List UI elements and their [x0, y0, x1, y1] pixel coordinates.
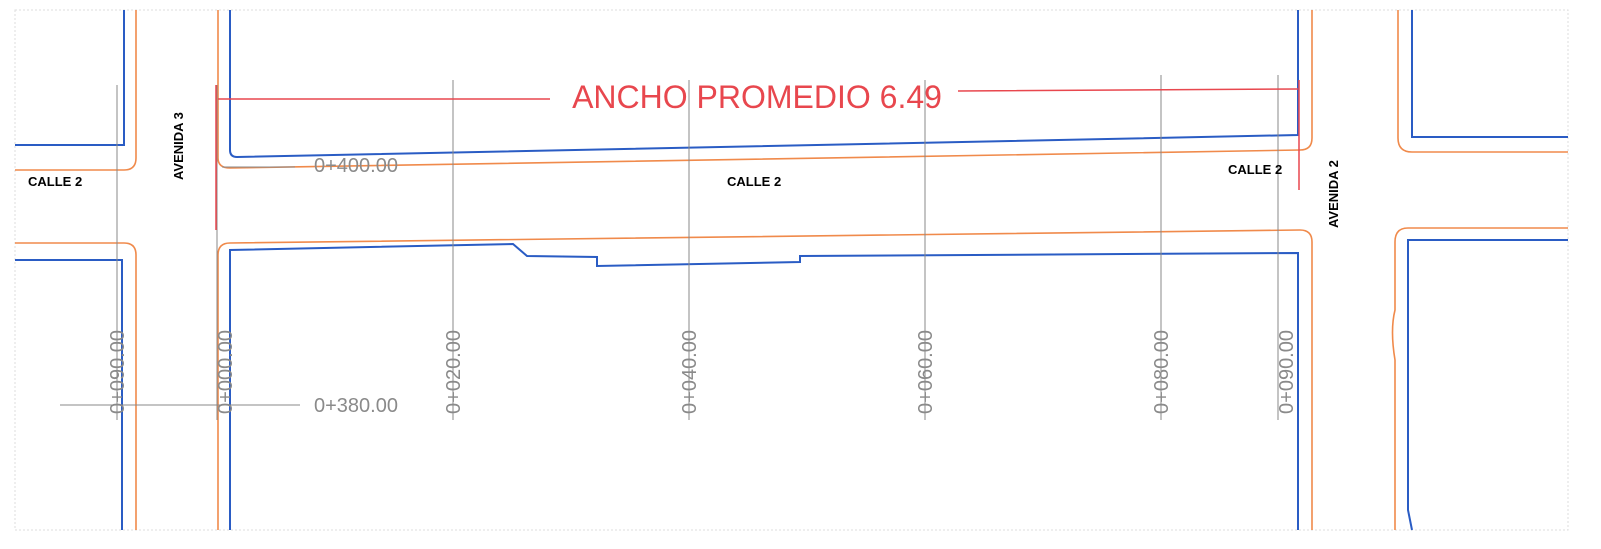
station-label: 0+060.00: [915, 330, 937, 414]
avenue-label: AVENIDA 2: [1326, 160, 1341, 228]
avenue-label: AVENIDA 3: [171, 112, 186, 180]
station-labels: 0+090.00 0+000.00 0+020.00 0+040.00 0+060.00…: [107, 330, 1298, 414]
block-lines: [15, 10, 1568, 531]
chainage-label: 0+400.00: [314, 155, 398, 177]
station-lines: [60, 75, 1279, 420]
width-label: ANCHO PROMEDIO 6.49: [572, 79, 942, 115]
width-dimension: [215, 80, 1300, 230]
chainage-label: 0+380.00: [314, 395, 398, 417]
street-label: CALLE 2: [1228, 162, 1282, 177]
station-label: 0+080.00: [1151, 330, 1173, 414]
station-label: 0+090.00: [1276, 330, 1298, 414]
station-label: 0+020.00: [443, 330, 465, 414]
frame: [14, 9, 1569, 531]
station-label: 0+000.00: [215, 330, 237, 414]
station-label: 0+040.00: [679, 330, 701, 414]
street-label: CALLE 2: [28, 174, 82, 189]
street-label: CALLE 2: [727, 174, 781, 189]
station-label: 0+090.00: [107, 330, 129, 414]
